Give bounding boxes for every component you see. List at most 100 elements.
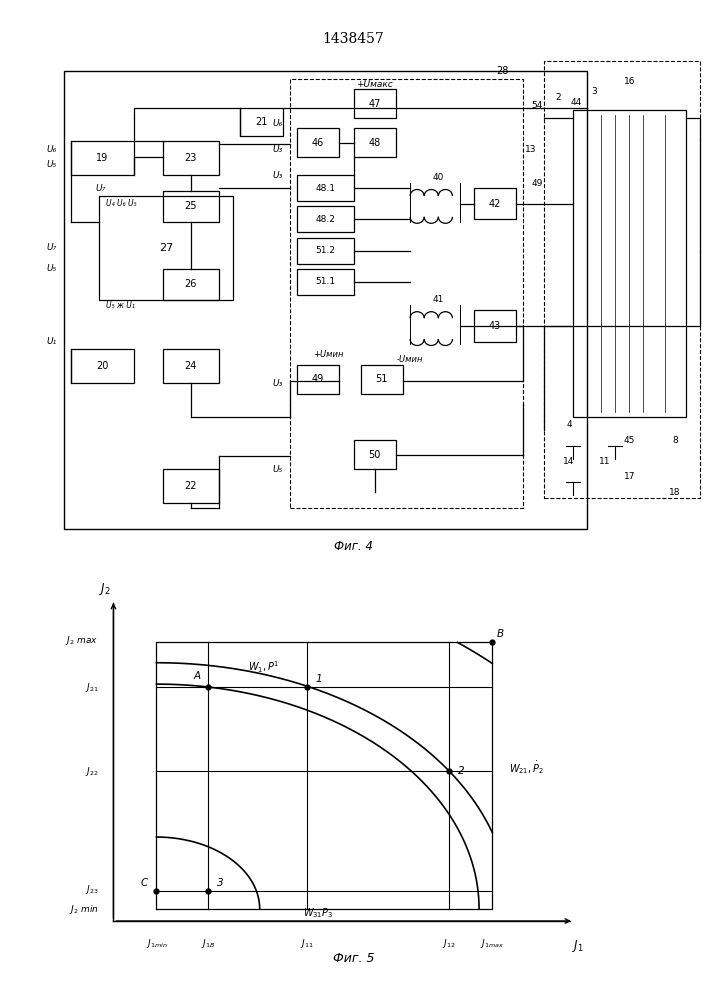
Bar — [573, 110, 686, 417]
Text: 13: 13 — [525, 145, 536, 154]
Bar — [163, 269, 219, 300]
Text: 3: 3 — [591, 88, 597, 97]
Text: 51.2: 51.2 — [315, 246, 335, 255]
Text: Фиг. 4: Фиг. 4 — [334, 540, 373, 554]
Text: U₅: U₅ — [273, 464, 283, 474]
Bar — [71, 141, 134, 175]
Text: 4: 4 — [566, 420, 572, 429]
Text: 22: 22 — [185, 481, 197, 491]
Text: $W_{31}P_3$: $W_{31}P_3$ — [303, 906, 333, 920]
Text: U₁: U₁ — [47, 337, 57, 346]
Text: 46: 46 — [312, 138, 325, 148]
Text: U₃: U₃ — [273, 379, 283, 388]
Bar — [297, 175, 354, 201]
Bar — [354, 89, 396, 118]
Bar — [354, 440, 396, 469]
Text: 44: 44 — [571, 98, 582, 107]
Text: $W_1, P^1$: $W_1, P^1$ — [248, 659, 280, 675]
Text: 24: 24 — [185, 361, 197, 371]
Text: 20: 20 — [96, 361, 109, 371]
Bar — [163, 349, 219, 383]
Text: $J_{12}$: $J_{12}$ — [443, 938, 456, 950]
Text: U₆: U₆ — [47, 145, 57, 154]
Text: $J_{11}$: $J_{11}$ — [300, 938, 314, 950]
Text: 19: 19 — [96, 153, 109, 163]
Text: 48.2: 48.2 — [315, 215, 335, 224]
Text: 43: 43 — [489, 321, 501, 331]
Text: $J_{22}$: $J_{22}$ — [85, 764, 98, 778]
Text: U₇: U₇ — [47, 243, 57, 252]
Text: $W_{21},\dot{P}_2$: $W_{21},\dot{P}_2$ — [509, 760, 544, 776]
Bar — [474, 188, 516, 219]
Text: 14: 14 — [563, 457, 575, 466]
Text: C: C — [141, 878, 148, 888]
Text: 11: 11 — [599, 457, 610, 466]
Text: +Uмин: +Uмин — [313, 350, 344, 359]
Text: U₇: U₇ — [96, 184, 106, 193]
Text: $J_2$ max: $J_2$ max — [66, 634, 98, 647]
Text: 3: 3 — [217, 878, 223, 888]
Text: $J_{1B}$: $J_{1B}$ — [201, 938, 215, 950]
Bar — [297, 206, 354, 232]
Text: 40: 40 — [433, 173, 444, 182]
Bar — [163, 191, 219, 222]
Text: 18: 18 — [670, 488, 681, 497]
Text: 26: 26 — [185, 279, 197, 289]
Text: 23: 23 — [185, 153, 197, 163]
Bar — [163, 141, 219, 175]
Text: U₅ ж U₁: U₅ ж U₁ — [106, 301, 135, 310]
Bar — [290, 79, 523, 508]
Text: -Uмин: -Uмин — [397, 355, 423, 364]
Text: A: A — [194, 671, 201, 681]
Text: 25: 25 — [185, 201, 197, 211]
Text: 47: 47 — [368, 99, 381, 109]
Text: 41: 41 — [433, 296, 444, 304]
Text: 48: 48 — [368, 138, 381, 148]
Text: 49: 49 — [312, 374, 325, 384]
Text: 17: 17 — [624, 472, 635, 481]
Text: 28: 28 — [496, 66, 508, 76]
Bar — [297, 238, 354, 264]
Text: 51.1: 51.1 — [315, 277, 335, 286]
Text: $J_2$ min: $J_2$ min — [69, 902, 98, 916]
Text: 8: 8 — [672, 436, 678, 445]
Bar — [297, 269, 354, 295]
Text: $J_{23}$: $J_{23}$ — [85, 883, 98, 896]
Text: 16: 16 — [624, 77, 635, 86]
Bar — [361, 365, 403, 394]
Text: U₃: U₃ — [273, 171, 283, 180]
Bar — [474, 310, 516, 342]
Text: $J_2$: $J_2$ — [99, 581, 111, 597]
Text: 45: 45 — [624, 436, 635, 445]
Text: 50: 50 — [368, 450, 381, 460]
Text: U₃: U₃ — [273, 145, 283, 154]
Text: 1: 1 — [316, 674, 322, 684]
Text: 2: 2 — [556, 93, 561, 102]
Bar — [240, 108, 283, 136]
Text: 27: 27 — [159, 243, 173, 253]
Text: $J_{21}$: $J_{21}$ — [85, 680, 98, 694]
Text: 54: 54 — [532, 101, 543, 109]
Bar — [163, 469, 219, 503]
Text: U₄ U₆ U₅: U₄ U₆ U₅ — [106, 199, 136, 208]
Text: U₅: U₅ — [47, 264, 57, 273]
Bar — [297, 128, 339, 157]
Bar — [354, 128, 396, 157]
Text: 1438457: 1438457 — [322, 32, 385, 46]
Bar — [297, 365, 339, 394]
Text: 2: 2 — [457, 766, 464, 776]
Bar — [64, 71, 587, 529]
Text: $J_{1min}$: $J_{1min}$ — [146, 938, 168, 950]
Text: $J_{1max}$: $J_{1max}$ — [480, 938, 504, 950]
Text: $J_1$: $J_1$ — [572, 938, 584, 954]
Text: 48.1: 48.1 — [315, 184, 335, 193]
Text: 49: 49 — [532, 178, 543, 188]
Text: 21: 21 — [255, 117, 268, 127]
Text: U₆: U₆ — [273, 119, 283, 128]
Text: B: B — [496, 629, 503, 639]
Text: Фиг. 5: Фиг. 5 — [333, 952, 374, 965]
Text: +Uмакс: +Uмакс — [356, 80, 393, 89]
Text: 42: 42 — [489, 199, 501, 209]
Bar — [99, 196, 233, 300]
Text: 51: 51 — [375, 374, 388, 384]
